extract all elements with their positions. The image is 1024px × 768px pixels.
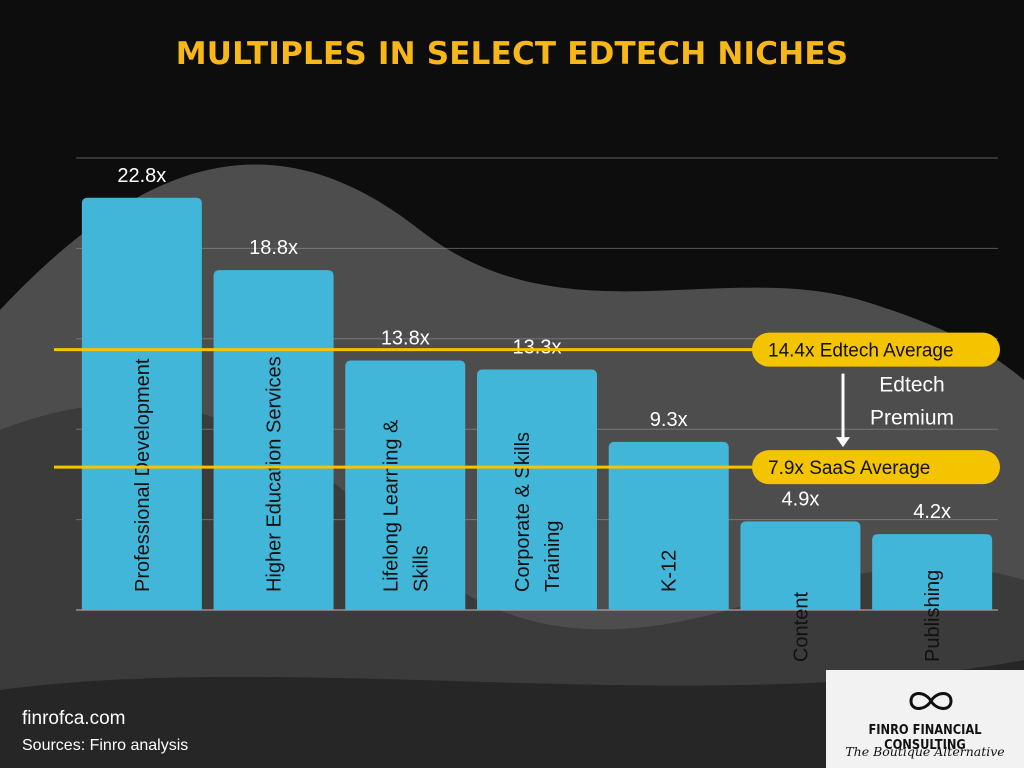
- premium-arrow-head: [836, 437, 850, 447]
- data-label: 9.3x: [650, 409, 688, 431]
- category-label-line: Corporate & Skills: [512, 432, 534, 592]
- bar: [477, 370, 597, 610]
- category-label: Professional Development: [132, 358, 154, 592]
- category-label-line: Lifelong Learning &: [380, 419, 402, 592]
- category-label: Higher Education Services: [264, 356, 286, 592]
- premium-annotation: Premium: [870, 407, 954, 430]
- data-label: 18.8x: [249, 237, 298, 259]
- category-label: Publishing: [922, 570, 944, 662]
- infinity-icon: [903, 686, 959, 716]
- brand-tagline: The Boutique Alternative: [826, 744, 1024, 759]
- category-label: Content: [790, 592, 812, 662]
- data-label: 22.8x: [117, 165, 166, 187]
- reference-label: 14.4x Edtech Average: [768, 341, 954, 362]
- reference-label: 7.9x SaaS Average: [768, 458, 930, 479]
- category-label-line: Professional Development: [132, 358, 154, 592]
- category-label-line: Publishing: [922, 570, 944, 662]
- category-label-line: Skills: [410, 545, 432, 592]
- data-label: 4.9x: [782, 488, 820, 510]
- data-label: 4.2x: [913, 501, 951, 523]
- data-label: 13.8x: [381, 327, 430, 349]
- bar: [345, 360, 465, 610]
- category-label-line: Content: [790, 592, 812, 662]
- category-label-line: Higher Education Services: [264, 356, 286, 592]
- category-label-line: K-12: [659, 550, 681, 592]
- premium-annotation: Edtech: [879, 374, 944, 397]
- footer-website[interactable]: finrofca.com: [22, 708, 125, 730]
- category-label: K-12: [659, 550, 681, 592]
- category-label-line: Training: [542, 520, 564, 592]
- data-label: 13.3x: [513, 337, 562, 359]
- footer-sources: Sources: Finro analysis: [22, 737, 188, 755]
